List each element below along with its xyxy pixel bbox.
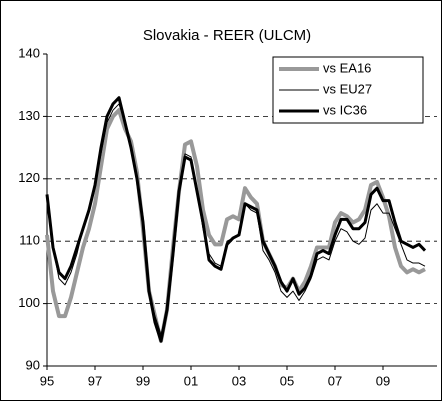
x-tick-label: 07 [328,373,342,388]
y-tick-label: 110 [19,233,40,248]
chart-title: Slovakia - REER (ULCM) [143,27,311,44]
x-tick-label: 99 [136,373,150,388]
x-tick-label: 09 [376,373,390,388]
legend-label: vs IC36 [323,102,367,117]
series-line [45,96,427,343]
y-tick-label: 120 [18,170,40,185]
y-tick-label: 90 [26,357,40,372]
series-line [45,108,426,344]
y-tick-label: 140 [18,45,40,60]
legend-label: vs EA16 [323,60,371,75]
x-tick-label: 97 [88,373,102,388]
x-tick-label: 01 [184,373,198,388]
x-tick-label: 95 [40,373,54,388]
x-tick-label: 05 [280,373,294,388]
x-tick-label: 03 [232,373,246,388]
legend-label: vs EU27 [323,81,372,96]
y-tick-label: 130 [18,108,40,123]
y-tick-label: 100 [18,295,40,310]
